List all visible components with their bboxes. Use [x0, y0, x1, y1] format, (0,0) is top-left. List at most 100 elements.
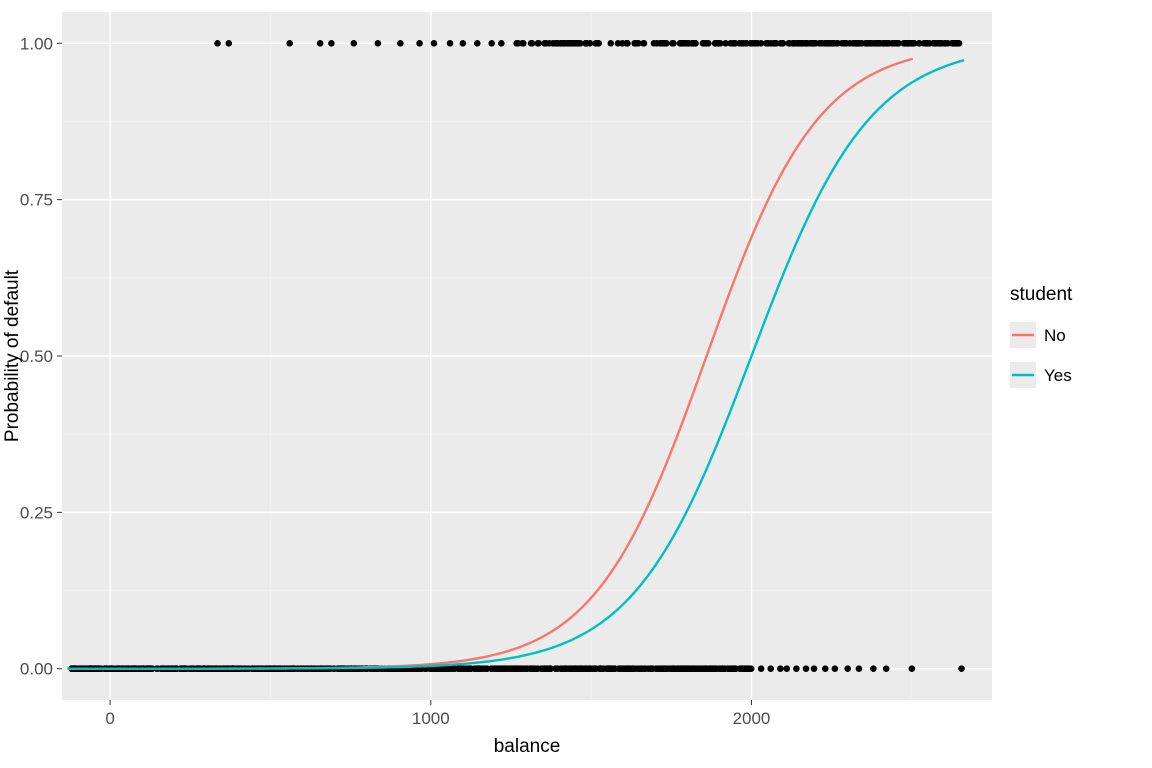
- x-tick-label: 2000: [733, 709, 771, 728]
- data-point: [793, 665, 800, 672]
- data-point: [712, 40, 719, 47]
- data-point: [675, 665, 682, 672]
- data-point: [474, 40, 481, 47]
- data-point: [517, 665, 524, 672]
- y-tick-label: 0.75: [20, 191, 53, 210]
- logistic-chart: 0 1000 2000 0.00 0.25 0.50 0.75 1.00 balance Prob…: [0, 0, 1152, 768]
- data-point: [488, 665, 495, 672]
- data-point: [884, 40, 891, 47]
- data-point: [498, 40, 505, 47]
- data-point: [286, 40, 293, 47]
- data-point: [725, 665, 732, 672]
- data-point: [626, 665, 633, 672]
- legend: studentNoYes: [1010, 284, 1073, 388]
- data-point: [317, 40, 324, 47]
- data-point: [562, 40, 569, 47]
- data-point: [780, 40, 787, 47]
- data-point: [832, 665, 839, 672]
- data-point: [447, 40, 454, 47]
- data-point: [819, 40, 826, 47]
- data-point: [739, 665, 746, 672]
- data-point: [777, 665, 784, 672]
- data-point: [719, 665, 726, 672]
- data-point: [909, 665, 916, 672]
- y-tick-label: 1.00: [20, 34, 53, 53]
- data-point: [431, 40, 438, 47]
- data-point: [783, 665, 790, 672]
- data-point: [703, 665, 710, 672]
- x-tick-label: 0: [105, 709, 114, 728]
- data-point: [663, 665, 670, 672]
- data-point: [863, 40, 870, 47]
- data-point: [502, 665, 509, 672]
- data-point: [624, 40, 631, 47]
- data-point: [767, 665, 774, 672]
- data-point: [701, 40, 708, 47]
- data-point: [375, 40, 382, 47]
- data-point: [891, 40, 898, 47]
- data-point: [822, 665, 829, 672]
- data-point: [607, 40, 614, 47]
- data-point: [811, 665, 818, 672]
- data-point: [794, 40, 801, 47]
- data-point: [722, 40, 729, 47]
- data-point: [460, 40, 467, 47]
- data-point: [641, 665, 648, 672]
- data-point: [669, 40, 676, 47]
- data-point: [658, 40, 665, 47]
- data-point: [559, 665, 566, 672]
- data-point: [550, 40, 557, 47]
- data-point: [214, 40, 221, 47]
- data-point: [765, 40, 772, 47]
- data-point: [883, 665, 890, 672]
- data-point: [617, 665, 624, 672]
- data-point: [678, 40, 685, 47]
- data-point: [949, 40, 956, 47]
- data-point: [930, 40, 937, 47]
- data-point: [351, 40, 358, 47]
- legend-item-label: Yes: [1044, 366, 1072, 385]
- x-tick-label: 1000: [412, 709, 450, 728]
- data-point: [641, 40, 648, 47]
- data-point: [758, 665, 765, 672]
- data-point: [578, 665, 585, 672]
- data-point: [916, 40, 923, 47]
- data-point: [812, 40, 819, 47]
- x-axis-title: balance: [494, 736, 561, 757]
- data-point: [488, 40, 495, 47]
- data-point: [543, 665, 550, 672]
- y-tick-label: 0.00: [20, 660, 53, 679]
- data-point: [906, 40, 913, 47]
- data-point: [416, 40, 423, 47]
- data-point: [856, 665, 863, 672]
- legend-item-label: No: [1044, 326, 1066, 345]
- data-point: [225, 40, 232, 47]
- data-point: [654, 665, 661, 672]
- data-point: [591, 665, 598, 672]
- data-point: [541, 40, 548, 47]
- y-tick-label: 0.25: [20, 503, 53, 522]
- data-point: [566, 665, 573, 672]
- data-point: [475, 665, 482, 672]
- data-point: [595, 40, 602, 47]
- data-point: [870, 665, 877, 672]
- data-point: [732, 40, 739, 47]
- data-point: [597, 665, 604, 672]
- data-point: [958, 665, 965, 672]
- data-point: [328, 40, 335, 47]
- data-point: [519, 40, 526, 47]
- data-point: [529, 40, 536, 47]
- data-point: [739, 40, 746, 47]
- data-point: [844, 665, 851, 672]
- data-point: [608, 665, 615, 672]
- y-tick-label: 0.50: [20, 347, 53, 366]
- data-point: [462, 665, 469, 672]
- data-point: [651, 40, 658, 47]
- data-point: [853, 40, 860, 47]
- data-point: [513, 40, 520, 47]
- data-point: [922, 40, 929, 47]
- data-point: [397, 40, 404, 47]
- data-point: [807, 40, 814, 47]
- y-axis-title: Probability of default: [2, 269, 23, 442]
- data-point: [939, 40, 946, 47]
